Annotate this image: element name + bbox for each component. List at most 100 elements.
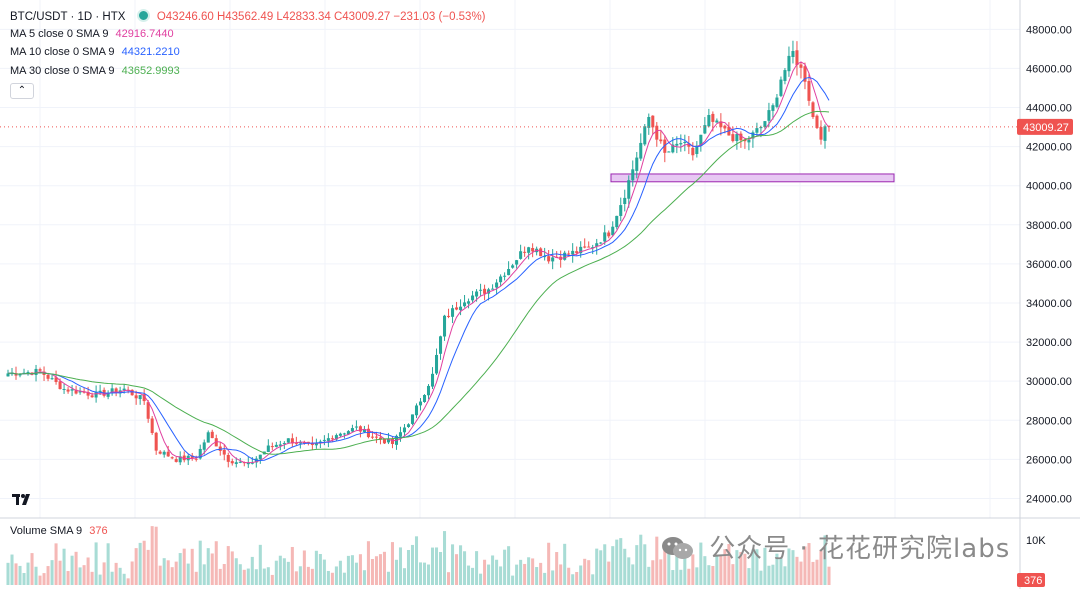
volume-bar: [567, 567, 571, 585]
candle-body: [739, 133, 743, 141]
ma30-legend[interactable]: MA 30 close 0 SMA 9 43652.9993: [10, 65, 180, 77]
candle-body: [138, 395, 142, 400]
price-tick-label: 26000.00: [1026, 454, 1072, 466]
candle-body: [711, 113, 715, 122]
candle-body: [707, 115, 711, 127]
volume-bar: [50, 560, 54, 585]
volume-bar: [398, 547, 402, 585]
volume-bar: [823, 535, 827, 585]
candle-body: [78, 391, 82, 393]
last-price-tag: [1017, 118, 1073, 135]
ma10-line: [7, 76, 830, 462]
ma5-line: [7, 61, 830, 464]
volume-bar: [719, 555, 723, 585]
volume-bar: [659, 559, 663, 585]
volume-bar: [42, 573, 46, 585]
candle-body: [451, 308, 455, 317]
volume-bar: [234, 558, 238, 585]
volume-bars: [6, 526, 831, 585]
candle-body: [679, 143, 683, 145]
symbol-legend[interactable]: BTC/USDT · 1D · HTX O43246.60 H43562.49 …: [10, 9, 486, 23]
volume-bar: [655, 536, 659, 585]
candle-body: [114, 388, 118, 393]
candle-body: [607, 232, 611, 237]
candle-body: [26, 372, 30, 374]
candle-body: [34, 368, 38, 376]
volume-bar: [310, 568, 314, 585]
ma30-label: MA 30 close 0 SMA 9: [10, 65, 115, 77]
volume-bar: [262, 568, 266, 585]
candle-body: [763, 121, 767, 128]
volume-bar: [306, 566, 310, 585]
volume-bar: [579, 565, 583, 585]
candle-body: [174, 459, 178, 462]
price-tick-label: 24000.00: [1026, 493, 1072, 505]
volume-bar: [443, 531, 447, 585]
candle-body: [459, 306, 463, 311]
volume-bar: [334, 566, 338, 585]
volume-bar: [122, 573, 126, 585]
volume-legend[interactable]: Volume SMA 9 376: [10, 525, 108, 537]
volume-bar: [463, 551, 467, 585]
volume-bar: [639, 534, 643, 585]
candle-body: [591, 247, 595, 249]
volume-bar: [34, 566, 38, 585]
volume-bar: [58, 560, 62, 585]
ma10-legend[interactable]: MA 10 close 0 SMA 9 44321.2210: [10, 46, 180, 58]
candle-body: [563, 252, 567, 260]
candle-body: [699, 134, 703, 146]
candle-body: [715, 120, 719, 123]
candle-body: [334, 435, 338, 440]
volume-bar: [591, 574, 595, 585]
volume-bar: [731, 564, 735, 585]
volume-bar: [342, 572, 346, 585]
candle-body: [651, 115, 655, 128]
candlesticks: [6, 40, 831, 468]
candle-body: [166, 451, 170, 457]
candle-body: [639, 142, 643, 159]
candle-body: [779, 79, 783, 96]
candle-body: [250, 462, 254, 464]
candle-body: [807, 81, 811, 101]
candle-body: [527, 247, 531, 253]
collapse-legend-button[interactable]: ⌃: [10, 83, 34, 99]
volume-bar: [747, 568, 751, 585]
volume-bar: [118, 567, 122, 585]
volume-bar: [94, 542, 98, 585]
candle-body: [314, 443, 318, 446]
candle-body: [471, 295, 475, 301]
volume-bar: [406, 550, 411, 585]
candle-body: [414, 405, 419, 416]
volume-bar: [254, 569, 258, 585]
candle-body: [258, 454, 262, 460]
volume-bar: [615, 539, 619, 585]
candle-body: [154, 432, 158, 451]
ma5-legend[interactable]: MA 5 close 0 SMA 9 42916.7440: [10, 28, 174, 40]
volume-bar: [182, 548, 186, 585]
candle-body: [406, 424, 411, 427]
volume-bar: [551, 570, 555, 585]
ma10-label: MA 10 close 0 SMA 9: [10, 46, 115, 58]
candle-body: [238, 461, 242, 463]
candle-body: [142, 394, 146, 402]
candle-body: [222, 449, 226, 455]
candle-body: [194, 458, 198, 460]
symbol-title[interactable]: BTC/USDT · 1D · HTX: [10, 11, 126, 23]
ma5-label: MA 5 close 0 SMA 9: [10, 28, 109, 40]
candle-body: [198, 448, 202, 459]
candle-body: [803, 66, 807, 82]
price-tick-label: 36000.00: [1026, 259, 1072, 271]
price-tick-label: 46000.00: [1026, 63, 1072, 75]
volume-bar: [607, 561, 611, 585]
candle-body: [775, 97, 779, 107]
volume-bar: [266, 567, 270, 585]
candle-body: [426, 385, 431, 396]
volume-bar: [318, 554, 322, 585]
candle-body: [322, 439, 326, 441]
tradingview-logo-icon[interactable]: [10, 490, 36, 510]
candle-body: [162, 451, 166, 455]
volume-bar: [679, 569, 683, 585]
volume-bar: [258, 544, 262, 585]
volume-bar: [819, 549, 823, 585]
